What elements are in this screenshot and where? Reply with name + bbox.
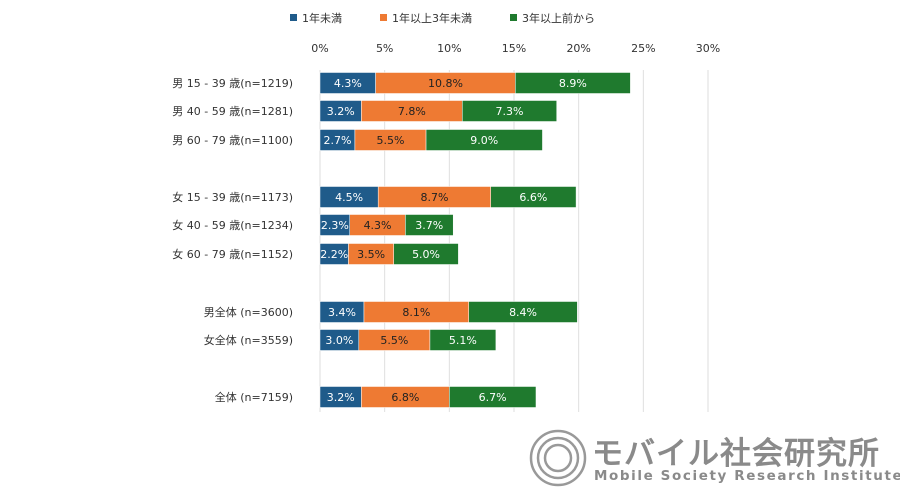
bar-segment bbox=[490, 186, 577, 208]
bar-segment bbox=[405, 214, 454, 236]
data-label: 2.7% bbox=[323, 134, 351, 147]
category-label: 男全体 (n=3600) bbox=[204, 305, 293, 319]
bar-segment bbox=[393, 243, 459, 265]
bar-segment bbox=[429, 329, 497, 351]
bar-segment bbox=[425, 129, 543, 151]
category-label: 女 60 - 79 歳(n=1152) bbox=[172, 247, 293, 261]
legend-swatch bbox=[380, 14, 387, 21]
data-label: 5.0% bbox=[412, 248, 440, 261]
category-label: 女全体 (n=3559) bbox=[204, 333, 293, 347]
data-label: 5.5% bbox=[377, 134, 405, 147]
data-label: 6.8% bbox=[391, 391, 419, 404]
data-label: 9.0% bbox=[470, 134, 498, 147]
data-label: 3.2% bbox=[327, 391, 355, 404]
x-tick-label: 10% bbox=[437, 42, 461, 55]
data-label: 6.7% bbox=[479, 391, 507, 404]
x-tick-label: 20% bbox=[566, 42, 590, 55]
data-label: 5.5% bbox=[380, 334, 408, 347]
category-label: 女 15 - 39 歳(n=1173) bbox=[172, 190, 293, 204]
data-label: 8.7% bbox=[420, 191, 448, 204]
logo: モバイル社会研究所 Mobile Society Research Instit… bbox=[528, 428, 900, 488]
x-tick-label: 15% bbox=[502, 42, 526, 55]
data-label: 2.2% bbox=[320, 248, 348, 261]
legend-label: 1年未満 bbox=[302, 11, 342, 25]
legend-swatch bbox=[290, 14, 297, 21]
data-label: 4.3% bbox=[364, 219, 392, 232]
data-label: 4.3% bbox=[334, 77, 362, 90]
data-label: 4.5% bbox=[335, 191, 363, 204]
legend-label: 1年以上3年未満 bbox=[392, 11, 472, 25]
data-label: 3.4% bbox=[328, 306, 356, 319]
category-label: 男 40 - 59 歳(n=1281) bbox=[172, 105, 293, 118]
data-label: 3.2% bbox=[327, 105, 355, 118]
bar-segment bbox=[462, 100, 557, 122]
x-tick-label: 25% bbox=[631, 42, 655, 55]
data-label: 10.8% bbox=[428, 77, 463, 90]
bar-segment bbox=[449, 386, 537, 408]
data-label: 3.5% bbox=[357, 248, 385, 261]
logo-rings-icon bbox=[529, 429, 587, 487]
category-label: 男 60 - 79 歳(n=1100) bbox=[172, 134, 293, 147]
data-label: 8.9% bbox=[559, 77, 587, 90]
data-label: 3.0% bbox=[325, 334, 353, 347]
logo-name-en: Mobile Society Research Institute bbox=[594, 468, 900, 484]
x-tick-label: 5% bbox=[376, 42, 393, 55]
bar-segment bbox=[515, 72, 631, 94]
category-label: 女 40 - 59 歳(n=1234) bbox=[172, 218, 293, 232]
data-label: 3.7% bbox=[415, 219, 443, 232]
logo-name-ja: モバイル社会研究所 bbox=[592, 436, 880, 472]
bar-segment bbox=[468, 301, 578, 323]
data-label: 8.4% bbox=[509, 306, 537, 319]
legend-label: 3年以上前から bbox=[522, 11, 595, 25]
legend-swatch bbox=[510, 14, 517, 21]
data-label: 2.3% bbox=[321, 219, 349, 232]
category-label: 全体 (n=7159) bbox=[215, 390, 293, 404]
data-label: 7.8% bbox=[398, 105, 426, 118]
category-label: 男 15 - 39 歳(n=1219) bbox=[172, 77, 293, 90]
x-tick-label: 30% bbox=[696, 42, 720, 55]
data-label: 8.1% bbox=[402, 306, 430, 319]
data-label: 7.3% bbox=[495, 105, 523, 118]
data-label: 5.1% bbox=[449, 334, 477, 347]
x-tick-label: 0% bbox=[311, 42, 328, 55]
data-label: 6.6% bbox=[519, 191, 547, 204]
